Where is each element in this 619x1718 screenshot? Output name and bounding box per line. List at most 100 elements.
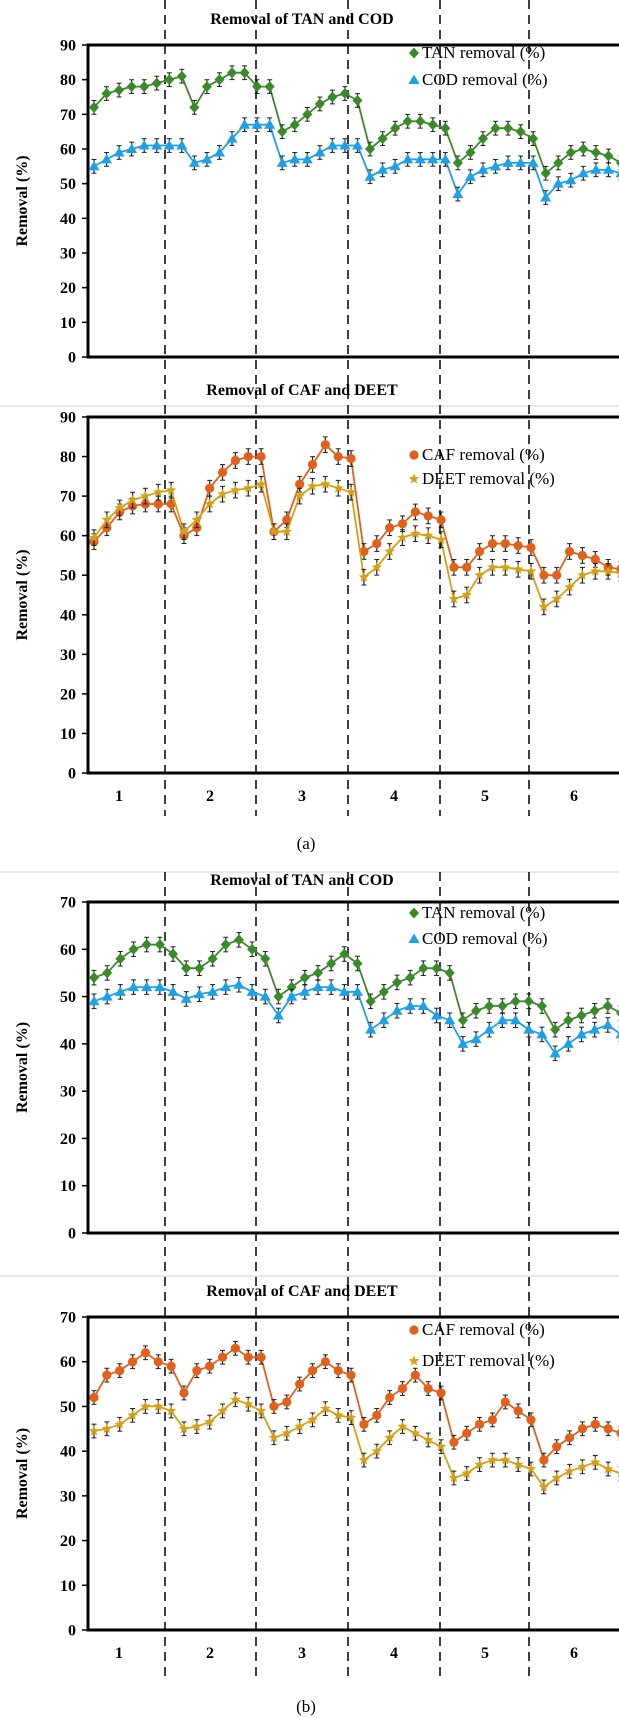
data-point [269, 1401, 279, 1412]
legend-marker [408, 1355, 420, 1366]
y-tick-label: 50 [60, 568, 76, 585]
data-point [549, 1047, 561, 1058]
data-point [264, 119, 276, 129]
data-point [88, 1425, 100, 1436]
data-point [384, 545, 395, 556]
data-point [359, 1419, 369, 1429]
data-point [153, 1357, 163, 1367]
data-point [616, 565, 619, 574]
x-tick-label: 5 [481, 1645, 489, 1662]
data-point [483, 1024, 495, 1034]
data-point [461, 589, 472, 600]
data-point [326, 957, 337, 969]
data-point [307, 480, 318, 491]
series-star [88, 1392, 619, 1495]
data-point [462, 562, 472, 572]
data-point [500, 538, 510, 549]
data-point [512, 563, 524, 574]
data-point [281, 526, 293, 537]
data-point [603, 150, 614, 162]
data-point [364, 171, 376, 181]
data-point [140, 1348, 151, 1358]
series-triangle [88, 976, 619, 1062]
data-point [487, 561, 498, 572]
data-point [332, 482, 344, 493]
data-point [89, 101, 99, 113]
data-point [207, 953, 218, 965]
data-point [602, 565, 614, 576]
data-point [193, 988, 205, 999]
data-point [603, 1424, 613, 1434]
data-point [247, 943, 258, 955]
chart-title: Removal of TAN and COD [210, 11, 393, 28]
data-point [346, 1370, 356, 1380]
data-point [102, 967, 113, 979]
data-point [551, 1472, 562, 1483]
data-point [226, 133, 238, 143]
data-point [294, 1421, 305, 1431]
y-tick-label: 80 [60, 72, 76, 89]
data-point [176, 70, 187, 82]
data-point [299, 972, 310, 984]
data-point [314, 146, 326, 157]
chart-tan-cod-b: Removal of TAN and COD 0 10 20 30 40 50 60 70 Rem… [14, 872, 619, 1243]
data-point [536, 1000, 547, 1012]
y-axis-label: Removal (%) [14, 1428, 31, 1519]
y-tick-label: 60 [60, 1354, 76, 1371]
legend-label: COD removal (%) [422, 70, 548, 89]
data-point [115, 953, 126, 965]
data-point [115, 1366, 125, 1376]
series-diamond [89, 65, 619, 181]
data-point [427, 153, 439, 164]
data-point [289, 119, 300, 131]
data-point [462, 1428, 472, 1438]
data-point [590, 146, 601, 158]
data-point [589, 1005, 600, 1017]
x-tick-label: 3 [298, 788, 306, 805]
y-tick-label: 20 [60, 280, 76, 297]
data-point [414, 153, 426, 164]
data-point [101, 153, 113, 164]
data-point [164, 74, 175, 86]
y-tick-label: 10 [60, 315, 76, 332]
data-point [589, 1024, 601, 1034]
data-point [448, 593, 460, 604]
data-point [205, 483, 215, 493]
legend-marker [409, 47, 419, 59]
data-point [590, 1456, 601, 1467]
data-point [333, 1366, 343, 1376]
data-point [101, 88, 112, 100]
y-tick-label: 50 [60, 1399, 76, 1416]
data-point [252, 81, 263, 93]
x-tick-label: 2 [206, 1645, 214, 1662]
data-point [180, 993, 192, 1003]
data-point [277, 126, 288, 138]
data-point [512, 1459, 524, 1470]
data-point [89, 1392, 99, 1403]
data-point [615, 571, 619, 578]
data-point [365, 995, 376, 1007]
data-point [527, 157, 539, 167]
data-point [176, 140, 188, 150]
legend-label: TAN removal (%) [422, 43, 545, 62]
data-point [470, 1033, 482, 1044]
data-point [154, 981, 166, 992]
data-point [417, 1000, 429, 1011]
data-point [564, 581, 575, 592]
data-point [431, 1009, 443, 1020]
data-point [436, 1388, 446, 1398]
data-point [264, 81, 275, 93]
data-point [301, 153, 313, 164]
data-point [616, 1429, 619, 1438]
data-point [513, 540, 523, 551]
data-point [191, 514, 203, 525]
data-point [577, 1424, 588, 1434]
data-point [377, 164, 389, 174]
data-point [552, 178, 564, 188]
data-point [365, 143, 376, 155]
data-point [89, 972, 99, 984]
data-point [338, 986, 350, 996]
data-point [410, 1427, 421, 1438]
data-point [217, 467, 228, 477]
